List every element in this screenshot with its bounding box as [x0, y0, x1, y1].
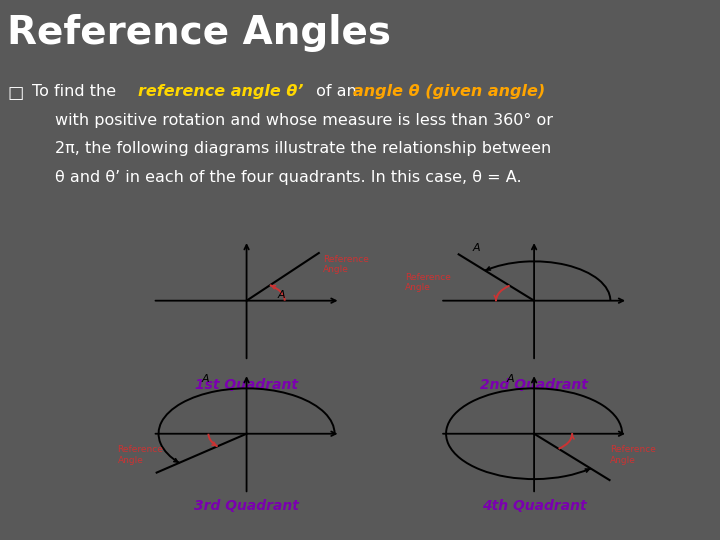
Text: 1st Quadrant: 1st Quadrant: [195, 379, 298, 393]
Text: A: A: [507, 374, 514, 384]
Text: Reference
Angle: Reference Angle: [323, 255, 369, 274]
Text: 2nd Quadrant: 2nd Quadrant: [480, 379, 588, 393]
Text: with positive rotation and whose measure is less than 360° or: with positive rotation and whose measure…: [55, 113, 553, 129]
Text: angle θ (given angle): angle θ (given angle): [353, 84, 545, 99]
Text: □: □: [7, 84, 24, 102]
Text: Reference Angles: Reference Angles: [7, 14, 391, 51]
Text: Reference
Angle: Reference Angle: [117, 445, 163, 464]
Text: A: A: [278, 289, 286, 300]
Text: To find the: To find the: [32, 84, 122, 99]
Text: A: A: [202, 374, 210, 384]
Text: Reference
Angle: Reference Angle: [405, 273, 451, 292]
Text: A: A: [472, 244, 480, 253]
Text: 4th Quadrant: 4th Quadrant: [482, 500, 586, 514]
Text: reference angle θ’: reference angle θ’: [138, 84, 304, 99]
Text: Reference
Angle: Reference Angle: [611, 445, 656, 464]
Text: 2π, the following diagrams illustrate the relationship between: 2π, the following diagrams illustrate th…: [55, 141, 551, 157]
Text: 3rd Quadrant: 3rd Quadrant: [194, 500, 299, 514]
Text: of an: of an: [311, 84, 362, 99]
Text: θ and θ’ in each of the four quadrants. In this case, θ = A.: θ and θ’ in each of the four quadrants. …: [55, 170, 521, 185]
